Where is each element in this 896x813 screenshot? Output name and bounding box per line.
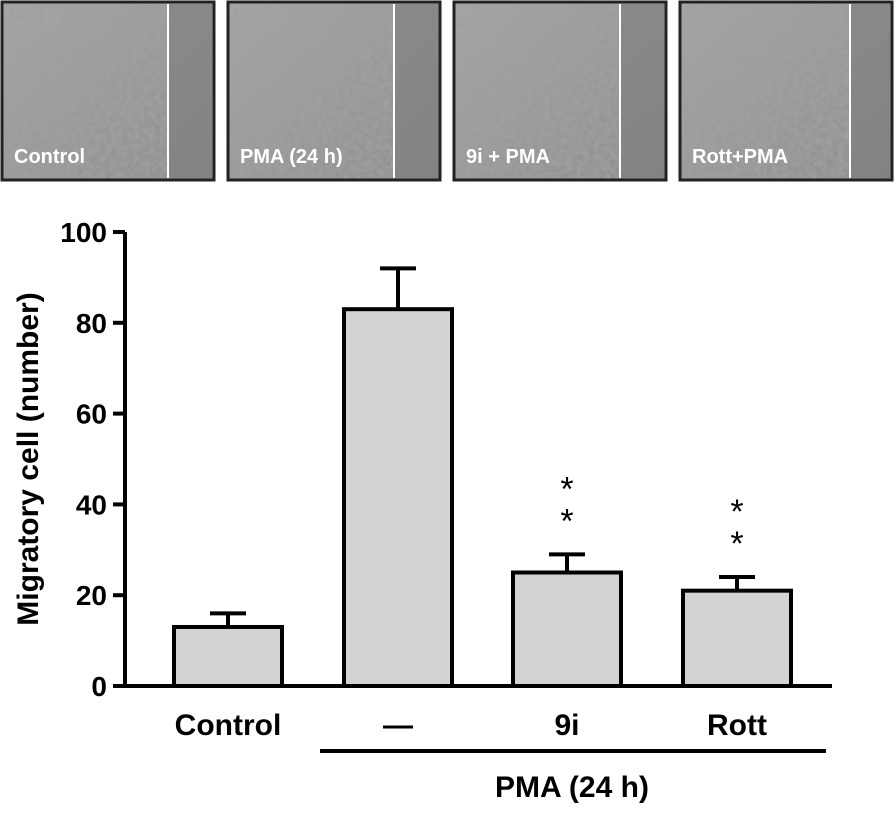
y-tick-label: 80: [76, 308, 107, 339]
x-tick-label: —: [383, 709, 413, 742]
panel-label: PMA (24 h): [240, 146, 343, 168]
y-tick-label: 40: [76, 489, 107, 520]
plot: 0 20 40 60 80 100 Control — 9i * * Rott * * PMA (24 h): [60, 217, 832, 804]
y-axis-label: Migratory cell (number): [12, 292, 45, 625]
wound-area: [394, 4, 438, 178]
group-label: PMA (24 h): [495, 771, 649, 804]
panel-label: Control: [14, 146, 85, 168]
error-bar: [210, 611, 246, 627]
image-panels: Control PMA (24 h) 9i + PMA Rott+PMA: [0, 0, 894, 182]
error-bar: [380, 266, 416, 310]
significance-label: * *: [560, 470, 573, 540]
cell-texture: [230, 4, 394, 178]
y-tick-label: 60: [76, 399, 107, 430]
bar: [511, 570, 623, 688]
error-bar: [719, 575, 755, 591]
cell-texture: [456, 4, 620, 178]
bar: [172, 624, 284, 688]
panel-label: 9i + PMA: [466, 146, 550, 168]
cell-texture: [4, 4, 168, 178]
y-tick-label: 100: [60, 217, 107, 248]
significance-label: * *: [730, 493, 743, 563]
wound-area: [620, 4, 664, 178]
x-tick-label: 9i: [554, 709, 579, 742]
y-tick-label: 20: [76, 580, 107, 611]
wound-area: [168, 4, 212, 178]
bar: [342, 307, 454, 688]
y-tick-label: 0: [91, 671, 107, 702]
panel-label: Rott+PMA: [692, 146, 788, 168]
x-tick-label: Control: [175, 709, 282, 742]
cell-texture: [682, 4, 850, 178]
bar: [681, 588, 793, 688]
wound-area: [850, 4, 890, 178]
error-bar: [549, 552, 585, 573]
x-tick-label: Rott: [707, 709, 767, 742]
